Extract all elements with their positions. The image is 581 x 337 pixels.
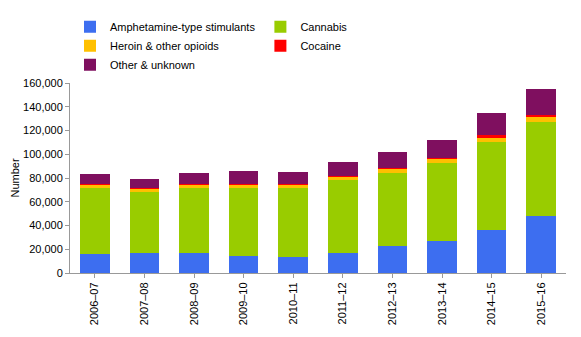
svg-text:2010–11: 2010–11	[287, 282, 299, 324]
svg-text:160,000: 160,000	[23, 77, 63, 89]
svg-text:2008–09: 2008–09	[188, 282, 200, 325]
svg-text:Amphetamine-type stimulants: Amphetamine-type stimulants	[110, 21, 255, 33]
svg-text:2015–16: 2015–16	[535, 282, 547, 325]
svg-text:Cannabis: Cannabis	[300, 21, 347, 33]
svg-text:2011–12: 2011–12	[336, 282, 348, 324]
svg-text:20,000: 20,000	[29, 243, 63, 255]
svg-text:2007–08: 2007–08	[138, 282, 150, 325]
svg-text:80,000: 80,000	[29, 172, 63, 184]
svg-text:Heroin & other opioids: Heroin & other opioids	[110, 40, 219, 52]
svg-text:2013–14: 2013–14	[436, 282, 448, 325]
svg-text:60,000: 60,000	[29, 196, 63, 208]
svg-text:Cocaine: Cocaine	[300, 40, 340, 52]
svg-text:2012–13: 2012–13	[386, 282, 398, 325]
svg-text:40,000: 40,000	[29, 219, 63, 231]
svg-text:120,000: 120,000	[23, 124, 63, 136]
svg-text:140,000: 140,000	[23, 101, 63, 113]
svg-text:100,000: 100,000	[23, 148, 63, 160]
svg-text:2009–10: 2009–10	[237, 282, 249, 325]
svg-text:2006–07: 2006–07	[88, 282, 100, 325]
svg-text:2014–15: 2014–15	[485, 282, 497, 325]
svg-text:Other & unknown: Other & unknown	[110, 59, 195, 71]
svg-text:Number: Number	[9, 158, 21, 197]
svg-text:0: 0	[57, 267, 63, 279]
